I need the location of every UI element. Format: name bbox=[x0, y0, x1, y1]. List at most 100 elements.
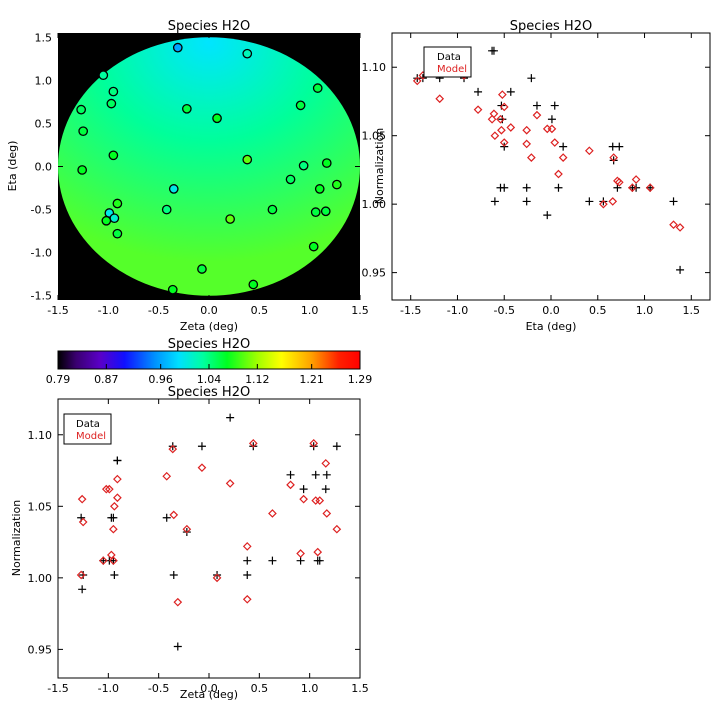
map-point bbox=[106, 98, 117, 109]
map-point bbox=[76, 104, 87, 115]
map-point bbox=[112, 198, 123, 209]
zeta-model-point bbox=[313, 547, 323, 557]
eta-model-point bbox=[527, 153, 536, 162]
map-point bbox=[242, 154, 253, 165]
zeta-data-point bbox=[332, 442, 341, 451]
zeta-model-point bbox=[332, 524, 342, 534]
eta-data-point bbox=[496, 183, 505, 192]
colorbar-tick-label: 1.21 bbox=[299, 373, 324, 386]
eta-y-tick-label: 1.00 bbox=[362, 198, 387, 211]
eta-model-point bbox=[628, 183, 637, 193]
zeta-y-tick-label: 0.95 bbox=[28, 643, 53, 656]
eta-y-tick-label: 1.05 bbox=[362, 130, 387, 143]
eta-data-point bbox=[615, 142, 624, 151]
zeta-y-tick-label: 1.00 bbox=[28, 572, 53, 585]
eta-model-point bbox=[532, 110, 542, 120]
eta-model-point bbox=[645, 183, 655, 193]
eta-model-point bbox=[506, 123, 516, 132]
zeta-model-point bbox=[168, 444, 178, 454]
map-x-tick-label: 1.5 bbox=[351, 304, 369, 317]
eta-model-point bbox=[675, 223, 685, 232]
zeta-model-point bbox=[322, 509, 332, 518]
zeta-x-label: Zeta (deg) bbox=[180, 688, 238, 701]
map-y-tick-label: 1.0 bbox=[35, 74, 53, 87]
zeta-legend: Data Model bbox=[63, 413, 112, 445]
zeta-model-point bbox=[169, 510, 179, 520]
map-point bbox=[112, 228, 123, 239]
map-point bbox=[314, 184, 325, 194]
zeta-model-point bbox=[311, 496, 321, 505]
zeta-data-point bbox=[268, 556, 277, 565]
zeta-model-point bbox=[268, 509, 277, 518]
eta-y-ticks: 0.95 1.00 1.05 1.10 bbox=[362, 61, 710, 280]
map-point bbox=[109, 213, 120, 224]
eta-data-point bbox=[474, 87, 483, 96]
zeta-data-point bbox=[286, 470, 295, 479]
zeta-model-point bbox=[242, 594, 252, 604]
zeta-panel: Species H2O -1.5 -1.0 -0.5 0.0 0.5 1.0 1.5 0.9… bbox=[10, 385, 369, 701]
zeta-y-tick-label: 1.10 bbox=[28, 429, 53, 442]
eta-title: Species H2O bbox=[510, 19, 592, 34]
zeta-x-tick-label: 0.0 bbox=[200, 682, 218, 695]
eta-model-point bbox=[613, 176, 622, 186]
map-title: Species H2O bbox=[168, 19, 250, 34]
eta-data-point bbox=[490, 197, 499, 206]
map-y-tick-label: -0.5 bbox=[31, 204, 52, 217]
zeta-x-ticks: -1.5 -1.0 -0.5 0.0 0.5 1.0 1.5 bbox=[47, 399, 369, 695]
zeta-legend-box bbox=[63, 413, 112, 445]
eta-x-tick-label: 1.5 bbox=[683, 304, 701, 317]
map-point bbox=[197, 264, 207, 274]
zeta-model-point bbox=[242, 542, 252, 551]
eta-model-point bbox=[499, 138, 509, 147]
colorbar-title: Species H2O bbox=[168, 337, 250, 352]
map-point bbox=[77, 165, 88, 175]
zeta-y-tick-label: 1.05 bbox=[28, 500, 53, 513]
map-x-tick-label: 0.5 bbox=[251, 304, 269, 317]
map-point bbox=[108, 150, 119, 161]
zeta-data-point bbox=[315, 556, 324, 565]
map-y-ticks: -1.5 -1.0 -0.5 0.0 0.5 1.0 1.5 bbox=[31, 31, 360, 303]
map-point bbox=[78, 126, 89, 137]
eta-data-point bbox=[532, 101, 541, 110]
zeta-points bbox=[76, 413, 342, 651]
eta-model-point bbox=[558, 153, 568, 162]
zeta-y-ticks: 0.95 1.00 1.05 1.10 bbox=[28, 429, 360, 656]
map-point bbox=[167, 284, 178, 295]
zeta-model-point bbox=[197, 463, 207, 473]
zeta-data-point bbox=[79, 570, 88, 579]
zeta-data-point bbox=[226, 413, 235, 422]
zeta-model-point bbox=[248, 439, 258, 448]
zeta-data-point bbox=[169, 570, 178, 579]
eta-x-ticks: -1.5 -1.0 -0.5 0.0 0.5 1.0 1.5 bbox=[400, 33, 700, 317]
map-x-tick-label: -1.0 bbox=[98, 304, 119, 317]
zeta-model-point bbox=[110, 501, 119, 511]
eta-data-point bbox=[559, 142, 568, 151]
map-point bbox=[331, 179, 342, 190]
map-point bbox=[310, 207, 321, 217]
eta-data-point bbox=[527, 74, 536, 83]
zeta-x-tick-label: -1.5 bbox=[47, 682, 68, 695]
zeta-y-label: Normalization bbox=[10, 500, 23, 576]
map-point bbox=[321, 158, 332, 168]
eta-model-point bbox=[497, 125, 506, 135]
eta-x-tick-label: 0.5 bbox=[589, 304, 607, 317]
zeta-x-tick-label: -0.5 bbox=[148, 682, 169, 695]
zeta-data-point bbox=[162, 513, 171, 522]
zeta-data-point bbox=[109, 513, 118, 522]
eta-model-point bbox=[609, 153, 619, 162]
zeta-model-point bbox=[286, 480, 295, 490]
eta-model-point bbox=[584, 146, 594, 156]
colorbar: Species H2O 0.79 0.87 0.96 1.04 1.12 1.21 1.29 bbox=[46, 337, 373, 386]
eta-model-point bbox=[550, 138, 560, 147]
eta-data-point bbox=[506, 87, 515, 96]
zeta-data-point bbox=[296, 556, 305, 565]
eta-y-label: Normalization bbox=[373, 128, 386, 204]
eta-data-point bbox=[676, 265, 685, 274]
eta-model-point bbox=[522, 139, 532, 149]
eta-model-point bbox=[498, 90, 507, 99]
map-x-label: Zeta (deg) bbox=[180, 320, 238, 333]
map-point bbox=[182, 103, 192, 114]
zeta-model-point bbox=[212, 573, 222, 583]
map-panel: Species H2O -1.5 -1.0 -0.5 0.0 0.5 1.0 1.5 -1.… bbox=[6, 19, 369, 333]
